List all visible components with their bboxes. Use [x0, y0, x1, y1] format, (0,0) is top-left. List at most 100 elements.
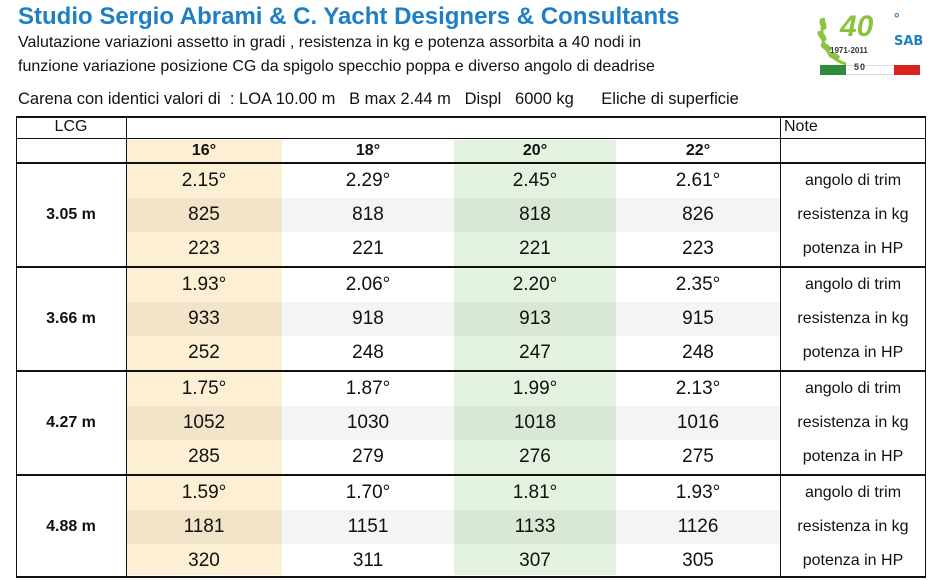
power-cell: 247 [519, 342, 551, 363]
grid-line [16, 474, 926, 476]
subtitle-line-2: funzione variazione posizione CG da spig… [18, 58, 655, 75]
grid-line [16, 138, 926, 139]
resistance-cell: 915 [682, 308, 714, 329]
power-cell: 223 [188, 238, 220, 259]
grid-line [16, 116, 17, 578]
resistance-cell: 826 [682, 204, 714, 225]
power-cell: 252 [188, 342, 220, 363]
note-label: angolo di trim [804, 380, 902, 397]
grid-line [126, 116, 127, 578]
hull-specs-line: Carena con identici valori di : LOA 10.0… [18, 90, 739, 108]
trim-cell: 1.81° [512, 482, 558, 503]
flag-text: 50 [854, 62, 867, 72]
resistance-cell: 1018 [513, 412, 557, 433]
power-cell: 223 [682, 238, 714, 259]
logo-number: 40 [840, 10, 874, 43]
row-band [126, 198, 780, 232]
note-label: resistenza in kg [797, 414, 909, 431]
column-20-highlight [454, 140, 616, 575]
power-cell: 320 [188, 550, 220, 571]
subtitle-line-1: Valutazione variazioni assetto in gradi … [18, 34, 642, 51]
power-cell: 311 [352, 550, 384, 571]
trim-cell: 1.93° [181, 274, 227, 295]
trim-cell: 2.61° [675, 170, 721, 191]
deadrise-header: 20° [522, 142, 548, 159]
row-band [126, 302, 780, 336]
power-cell: 248 [352, 342, 384, 363]
note-label: resistenza in kg [797, 518, 909, 535]
grid-line [16, 116, 926, 118]
power-cell: 248 [682, 342, 714, 363]
resistance-cell: 1133 [514, 516, 556, 537]
resistance-cell: 918 [352, 308, 384, 329]
note-label: potenza in HP [802, 240, 904, 257]
logo-degree: ° [894, 10, 900, 26]
trim-cell: 2.13° [675, 378, 721, 399]
resistance-cell: 1151 [347, 516, 389, 537]
lcg-value: 3.66 m [46, 310, 96, 327]
lcg-value: 4.88 m [46, 518, 96, 535]
results-table: LCG Note 16° 18° 20° 22° 3.05 m 2.15° 2.29° 2.4… [16, 116, 926, 578]
note-label: potenza in HP [802, 448, 904, 465]
grid-line [16, 370, 926, 372]
lcg-value: 3.05 m [46, 206, 96, 223]
resistance-cell: 1030 [346, 412, 390, 433]
trim-cell: 1.93° [675, 482, 721, 503]
resistance-cell: 818 [519, 204, 551, 225]
power-cell: 276 [519, 446, 551, 467]
power-cell: 221 [519, 238, 551, 259]
trim-cell: 2.06° [345, 274, 391, 295]
logo-monogram: SAB [894, 34, 924, 49]
resistance-cell: 1126 [677, 516, 719, 537]
trim-cell: 2.29° [345, 170, 391, 191]
note-label: angolo di trim [804, 276, 902, 293]
trim-cell: 1.99° [512, 378, 558, 399]
trim-cell: 1.87° [345, 378, 391, 399]
resistance-cell: 913 [519, 308, 551, 329]
power-cell: 305 [682, 550, 714, 571]
trim-cell: 2.45° [512, 170, 558, 191]
trim-cell: 2.15° [181, 170, 227, 191]
grid-line [780, 116, 781, 578]
deadrise-header: 18° [355, 142, 381, 159]
power-cell: 221 [352, 238, 384, 259]
trim-cell: 2.35° [675, 274, 721, 295]
lcg-header: LCG [54, 118, 88, 135]
power-cell: 307 [519, 550, 551, 571]
row-band [126, 406, 780, 440]
power-cell: 279 [352, 446, 384, 467]
page-title: Studio Sergio Abrami & C. Yacht Designer… [18, 3, 680, 30]
resistance-cell: 1052 [182, 412, 226, 433]
trim-cell: 1.70° [345, 482, 391, 503]
resistance-cell: 933 [188, 308, 220, 329]
trim-cell: 2.20° [512, 274, 558, 295]
grid-line [16, 576, 926, 578]
power-cell: 285 [188, 446, 220, 467]
italian-flag-icon: 50 [820, 62, 920, 75]
resistance-cell: 825 [188, 204, 220, 225]
column-16-highlight [126, 140, 282, 575]
grid-line [16, 162, 926, 164]
note-label: resistenza in kg [797, 206, 909, 223]
power-cell: 275 [682, 446, 714, 467]
row-band [126, 510, 780, 544]
lcg-value: 4.27 m [46, 414, 96, 431]
note-label: angolo di trim [804, 484, 902, 501]
trim-cell: 1.59° [181, 482, 227, 503]
resistance-cell: 1181 [183, 516, 225, 537]
deadrise-header: 22° [685, 142, 711, 159]
deadrise-header: 16° [191, 142, 217, 159]
note-label: potenza in HP [802, 552, 904, 569]
anniversary-logo: 40 ° 1971-2011 SAB 50 [814, 8, 926, 80]
resistance-cell: 1016 [676, 412, 720, 433]
note-label: angolo di trim [804, 172, 902, 189]
note-label: potenza in HP [802, 344, 904, 361]
grid-line [925, 116, 926, 578]
trim-cell: 1.75° [181, 378, 227, 399]
note-label: resistenza in kg [797, 310, 909, 327]
resistance-cell: 818 [352, 204, 384, 225]
laurel-wreath-icon [817, 17, 847, 66]
grid-line [16, 266, 926, 268]
logo-years: 1971-2011 [830, 46, 868, 55]
note-header: Note [784, 118, 818, 135]
